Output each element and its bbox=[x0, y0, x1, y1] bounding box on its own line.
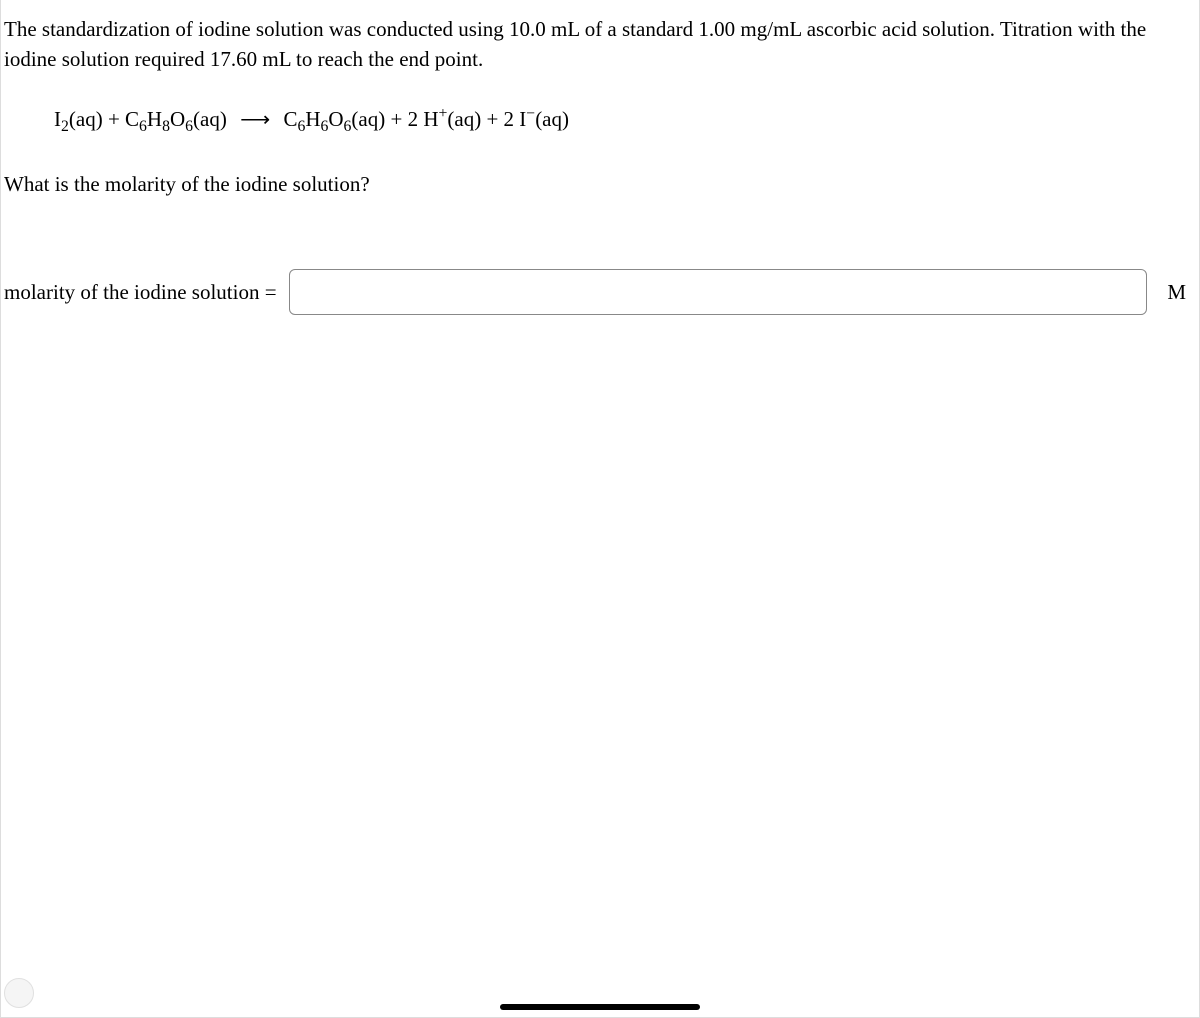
plus1: + bbox=[103, 107, 125, 131]
reactant1-state: (aq) bbox=[69, 107, 103, 131]
molarity-input[interactable] bbox=[289, 269, 1148, 315]
plus2: + bbox=[385, 107, 407, 131]
product1-O: O bbox=[328, 107, 343, 131]
answer-row: molarity of the iodine solution = M bbox=[4, 269, 1192, 315]
question-prompt: What is the molarity of the iodine solut… bbox=[4, 169, 1192, 199]
product2-state: (aq) bbox=[447, 107, 481, 131]
product3-coef: 2 bbox=[504, 107, 520, 131]
reactant2-O: O bbox=[170, 107, 185, 131]
product1-C: C bbox=[283, 107, 297, 131]
reactant2-O-sub: 6 bbox=[185, 118, 193, 135]
avatar-icon bbox=[4, 978, 34, 1008]
unit-label: M bbox=[1167, 277, 1186, 307]
problem-statement: The standardization of iodine solution w… bbox=[4, 14, 1192, 75]
product2-coef: 2 bbox=[408, 107, 424, 131]
reactant1-sub: 2 bbox=[61, 118, 69, 135]
reactant2-state: (aq) bbox=[193, 107, 227, 131]
problem-line1: The standardization of iodine solution w… bbox=[4, 17, 1073, 41]
reactant1-base: I bbox=[54, 107, 61, 131]
answer-label: molarity of the iodine solution = bbox=[4, 277, 277, 307]
reactant2-H-sub: 8 bbox=[162, 118, 170, 135]
content-frame bbox=[0, 0, 1200, 1018]
product2-H: H bbox=[423, 107, 438, 131]
plus3: + bbox=[481, 107, 503, 131]
reaction-arrow: ⟶ bbox=[240, 104, 270, 134]
bottom-handle[interactable] bbox=[500, 1004, 700, 1010]
reactant2-C-sub: 6 bbox=[139, 118, 147, 135]
product3-sup: − bbox=[526, 105, 535, 122]
reactant2-H: H bbox=[147, 107, 162, 131]
reactant2-C: C bbox=[125, 107, 139, 131]
chemical-equation: I2(aq) + C6H8O6(aq) ⟶ C6H6O6(aq) + 2 H+(… bbox=[54, 103, 1192, 139]
product1-state: (aq) bbox=[351, 107, 385, 131]
product3-state: (aq) bbox=[535, 107, 569, 131]
product1-H: H bbox=[305, 107, 320, 131]
